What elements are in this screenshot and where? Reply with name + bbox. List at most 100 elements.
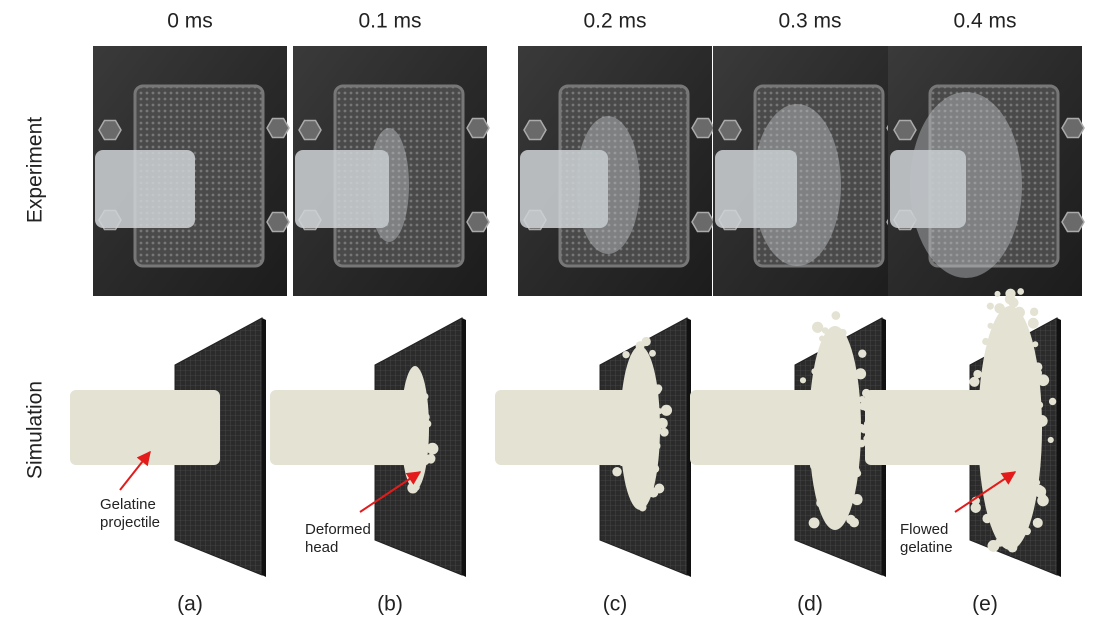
annotation: Deformed: [305, 521, 371, 538]
particle: [969, 392, 978, 401]
time-label: 0 ms: [167, 10, 213, 33]
particle: [649, 350, 656, 357]
simulation: [690, 311, 886, 577]
particle: [643, 437, 650, 444]
particle: [837, 329, 844, 336]
splash: [753, 104, 841, 266]
particle: [610, 453, 620, 463]
particle: [1017, 288, 1024, 295]
particle: [848, 444, 857, 453]
particle: [642, 390, 650, 398]
particle: [851, 494, 862, 505]
particle: [858, 350, 866, 358]
bolt: [267, 212, 289, 231]
particle: [986, 467, 996, 477]
particle: [829, 360, 835, 366]
splash: [910, 92, 1022, 278]
row-label: Experiment: [24, 117, 47, 223]
particle: [855, 368, 866, 379]
simulation: [495, 318, 691, 577]
particle: [631, 390, 638, 397]
particle: [1010, 350, 1020, 360]
particle: [637, 473, 648, 484]
particle: [812, 386, 822, 396]
particle: [987, 323, 993, 329]
particle: [397, 453, 407, 463]
particle: [848, 380, 855, 387]
particle: [1026, 424, 1038, 436]
particle: [981, 383, 992, 394]
annotation: projectile: [100, 514, 160, 531]
particle: [1021, 482, 1031, 492]
particle: [1032, 341, 1038, 347]
particle: [421, 393, 428, 400]
particle: [1014, 307, 1025, 318]
particle: [987, 303, 994, 310]
particle: [831, 465, 839, 473]
particle: [1021, 511, 1029, 519]
particle: [633, 368, 645, 380]
particle: [1037, 374, 1049, 386]
particle: [973, 370, 982, 379]
particle: [810, 460, 821, 471]
annotation: gelatine: [900, 539, 953, 556]
particle: [1008, 422, 1016, 430]
particle: [407, 403, 414, 410]
caption: (e): [972, 593, 998, 616]
annotation: Flowed: [900, 521, 948, 538]
particle: [980, 436, 992, 448]
particle: [831, 424, 840, 433]
experiment-photo: [888, 46, 1084, 296]
particle: [654, 483, 664, 493]
particle: [821, 510, 827, 516]
projectile: [95, 150, 195, 228]
gelatine-body: [270, 390, 414, 465]
particle: [1010, 326, 1017, 333]
particle: [1036, 415, 1048, 427]
particle: [806, 425, 815, 434]
particle: [1005, 289, 1015, 299]
particle: [818, 355, 825, 362]
particle: [819, 336, 825, 342]
gelatine-body: [70, 390, 220, 465]
particle: [829, 339, 838, 348]
particle: [987, 493, 997, 503]
particle: [630, 405, 638, 413]
particle: [1018, 458, 1025, 465]
bolt: [524, 120, 546, 139]
particle: [612, 467, 621, 476]
particle: [800, 377, 806, 383]
particle: [1030, 308, 1038, 316]
caption: (a): [177, 593, 203, 616]
particle: [1027, 435, 1035, 443]
particle: [1008, 298, 1018, 308]
plate-edge: [262, 318, 266, 577]
figure: Experiment Simulation 0 msGelatineprojec…: [0, 0, 1108, 626]
particle: [994, 291, 1000, 297]
bolt: [719, 120, 741, 139]
caption: (b): [377, 593, 403, 616]
particle: [421, 413, 430, 422]
particle: [982, 514, 991, 523]
particle: [812, 435, 823, 446]
plate-edge: [462, 318, 466, 577]
particle: [961, 449, 971, 459]
time-label: 0.1 ms: [358, 10, 421, 33]
bolt: [299, 120, 321, 139]
particle: [1033, 518, 1043, 528]
particle: [995, 429, 1002, 436]
particle: [648, 396, 654, 402]
particle: [401, 413, 408, 420]
particle: [819, 361, 829, 371]
particle: [608, 424, 618, 434]
particle: [984, 392, 991, 399]
particle: [844, 478, 856, 490]
particle: [1007, 360, 1015, 368]
particle: [1034, 463, 1041, 470]
particle: [1028, 318, 1039, 329]
splash: [576, 116, 640, 254]
particle: [1023, 397, 1030, 404]
time-label: 0.4 ms: [953, 10, 1016, 33]
particle: [1004, 501, 1016, 513]
particle: [1005, 535, 1012, 542]
